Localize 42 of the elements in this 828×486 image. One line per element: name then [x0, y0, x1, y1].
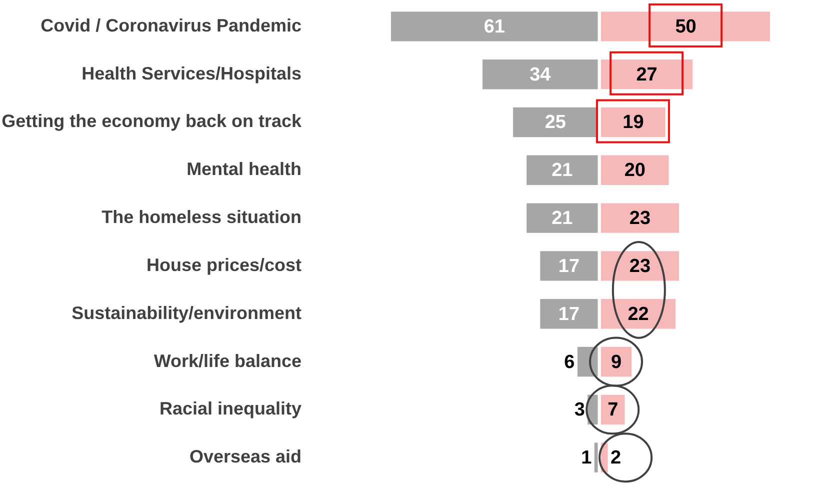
data-label: 23 [629, 208, 650, 230]
y-tick-label: Health Services/Hospitals [82, 63, 302, 84]
bar [540, 299, 598, 329]
bar [526, 155, 598, 185]
data-label: 34 [530, 64, 552, 86]
bar [513, 107, 598, 138]
y-tick-label: Mental health [186, 159, 302, 180]
bar [600, 155, 669, 185]
data-label: 50 [674, 16, 696, 38]
data-label: 17 [558, 256, 580, 277]
data-label: 19 [622, 112, 644, 134]
bar [526, 203, 598, 233]
data-label: 3 [574, 400, 585, 421]
data-label: 20 [624, 160, 646, 182]
data-label: 1 [581, 448, 592, 469]
y-tick-label: Sustainability/environment [72, 302, 302, 323]
data-label: 6 [564, 352, 575, 373]
y-tick-label: Work/life balance [154, 350, 302, 371]
data-label: 27 [636, 64, 658, 86]
bar [482, 59, 598, 90]
y-tick-label: Covid / Coronavirus Pandemic [40, 15, 302, 36]
bar [594, 442, 598, 472]
bar [600, 59, 692, 90]
bar [600, 12, 770, 42]
data-label: 7 [607, 400, 618, 421]
data-label: 17 [558, 304, 580, 325]
bar [600, 203, 679, 233]
data-label: 22 [628, 304, 649, 325]
y-tick-label: Overseas aid [190, 446, 302, 467]
data-label: 2 [610, 448, 621, 469]
y-tick-label: House prices/cost [146, 254, 302, 275]
data-label: 25 [544, 112, 566, 134]
data-label: 21 [552, 208, 574, 230]
bar [390, 12, 598, 42]
bar [540, 251, 598, 281]
y-tick-label: Racial inequality [160, 398, 302, 419]
data-label: 9 [610, 352, 622, 373]
data-label: 61 [484, 16, 506, 38]
y-tick-label: Getting the economy back on track [2, 111, 302, 132]
data-label: 21 [552, 160, 574, 182]
data-label: 23 [629, 256, 650, 277]
y-tick-label: The homeless situation [102, 207, 302, 228]
